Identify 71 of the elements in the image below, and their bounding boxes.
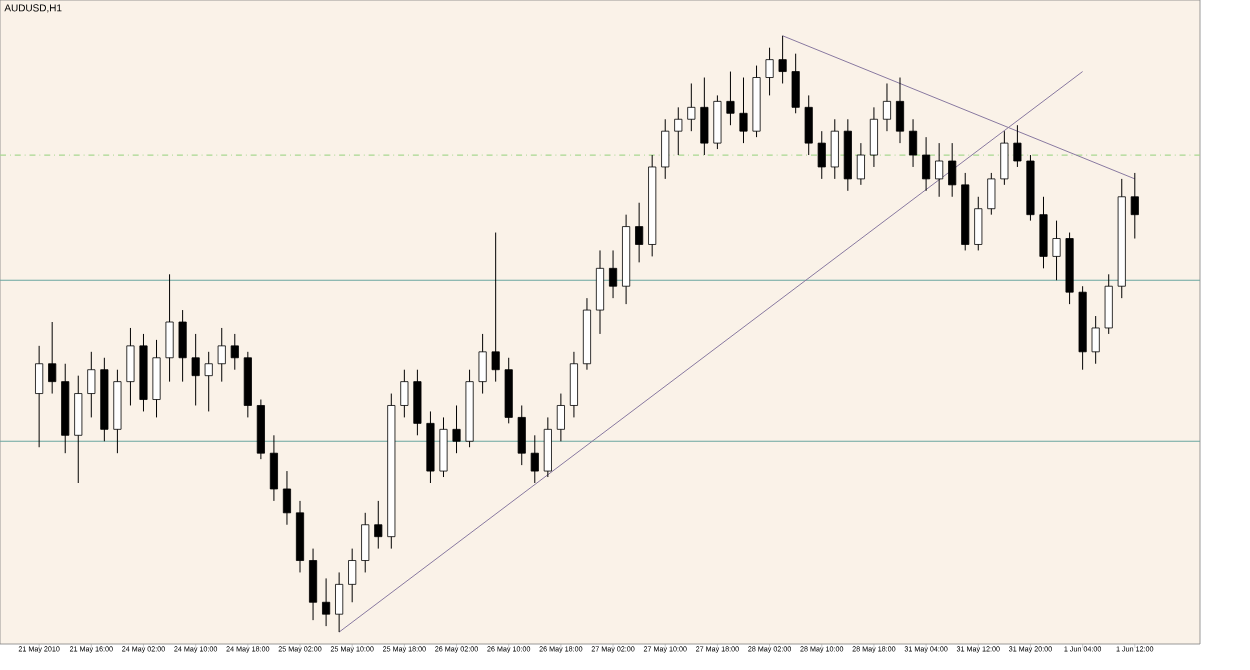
candlestick xyxy=(661,118,670,180)
candlestick xyxy=(804,94,813,156)
candlestick xyxy=(400,369,409,418)
candlestick xyxy=(635,202,644,263)
candlestick xyxy=(322,577,331,627)
candlestick xyxy=(374,500,383,550)
candlestick xyxy=(126,327,135,406)
candlestick xyxy=(256,399,265,460)
candlestick xyxy=(1013,124,1022,168)
candlestick xyxy=(504,357,513,424)
candlestick xyxy=(1039,196,1048,269)
candlestick xyxy=(765,47,774,96)
candlestick xyxy=(113,369,122,454)
candlestick xyxy=(452,404,461,454)
candlestick xyxy=(74,375,83,484)
candlestick xyxy=(87,351,96,418)
candlestick xyxy=(713,94,722,150)
candlestick xyxy=(909,118,918,168)
candlestick xyxy=(1130,172,1139,240)
candlestick xyxy=(165,273,174,383)
candlestick xyxy=(843,118,852,192)
candlestick xyxy=(739,77,748,144)
candlestick xyxy=(1104,273,1113,335)
candlestick xyxy=(530,434,539,484)
candlestick xyxy=(726,71,735,126)
candlestick xyxy=(1000,130,1009,186)
candlestick xyxy=(791,53,800,114)
candlestick xyxy=(882,82,892,132)
candlestick xyxy=(439,416,448,478)
candlestick xyxy=(478,333,487,395)
candlestick xyxy=(778,35,787,84)
candlestick xyxy=(361,512,370,573)
candlestick xyxy=(830,118,839,180)
candlestick xyxy=(687,82,696,132)
candlestick xyxy=(895,77,905,144)
candlestick xyxy=(609,249,618,299)
candlestick xyxy=(595,249,605,335)
candlestick xyxy=(922,136,931,192)
candlestick xyxy=(543,416,552,478)
candlestick xyxy=(674,106,683,156)
candlestick xyxy=(269,434,278,502)
candlestick xyxy=(178,309,187,383)
candlestick xyxy=(856,142,865,186)
candlestick xyxy=(569,351,578,418)
candlestick xyxy=(191,333,200,406)
candlestick xyxy=(426,410,435,484)
candlestick xyxy=(243,351,252,418)
candlestick xyxy=(295,500,305,573)
candlestick xyxy=(700,77,709,156)
candlestick xyxy=(335,571,344,633)
candlestick xyxy=(517,404,526,466)
candlestick xyxy=(491,232,500,383)
candlestick xyxy=(974,196,983,251)
candlestick xyxy=(308,548,318,621)
candlestick xyxy=(1091,315,1100,365)
candlestick xyxy=(869,106,878,168)
candlestick xyxy=(204,351,213,412)
candlestick xyxy=(152,339,161,418)
candlestick xyxy=(817,130,826,180)
candlestick xyxy=(230,333,239,371)
candlestick xyxy=(48,321,57,395)
candlestick xyxy=(948,142,957,198)
candlestick xyxy=(282,470,292,526)
candlestick xyxy=(935,142,944,198)
candlestick xyxy=(1052,220,1061,281)
candlestick xyxy=(35,345,44,448)
candlestick xyxy=(556,393,565,442)
candlestick xyxy=(348,548,357,603)
candlestick xyxy=(413,369,422,436)
candlestick xyxy=(987,172,996,216)
candlestick xyxy=(217,327,226,383)
